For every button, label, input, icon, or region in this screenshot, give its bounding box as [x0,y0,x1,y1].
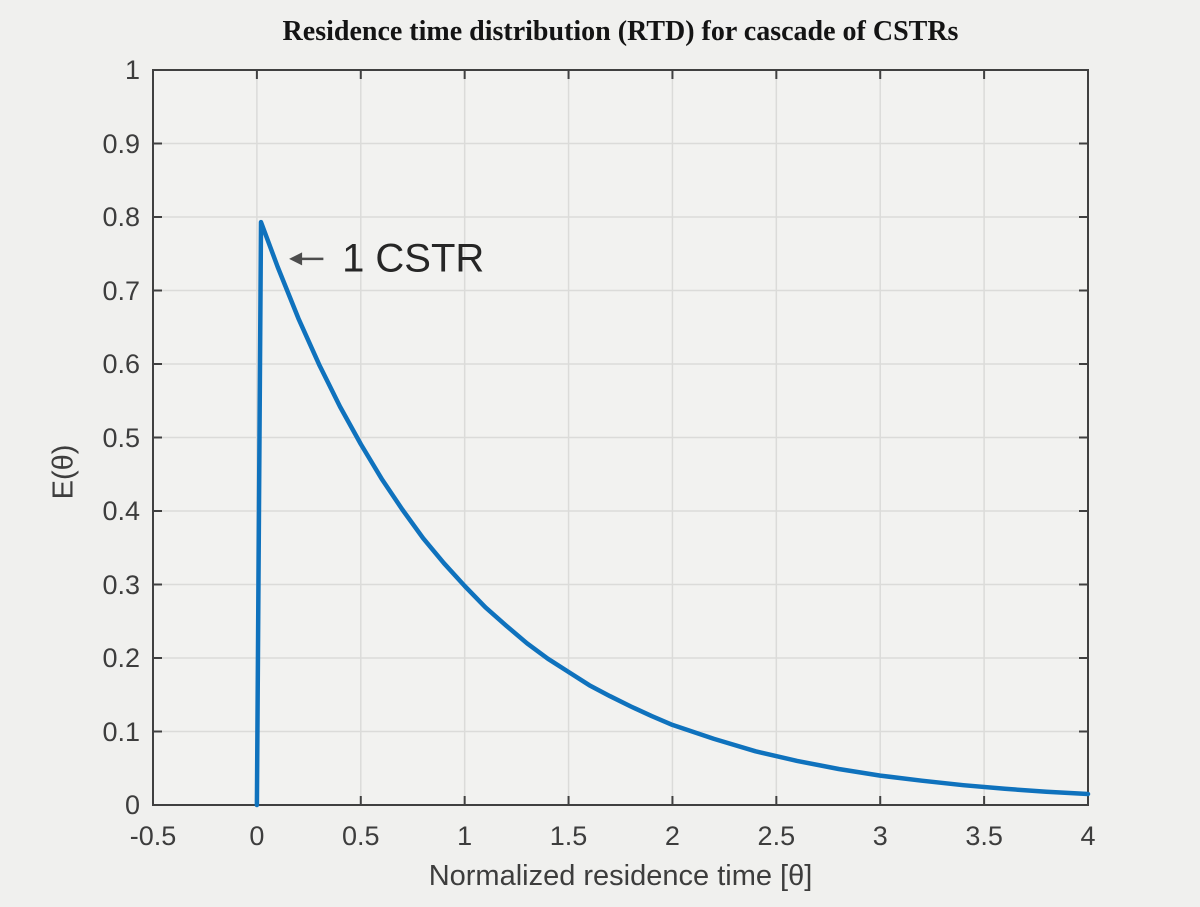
y-tick-label: 0 [124,790,140,820]
x-tick-label: 1.5 [549,821,588,851]
y-tick-label: 0.7 [102,275,140,306]
y-tick-label: 0.1 [102,716,140,747]
y-tick-label: 0.2 [102,643,140,673]
x-tick-label: -0.5 [129,821,177,851]
x-tick-label: 3 [872,821,888,851]
x-tick-label: 0.5 [341,821,380,851]
y-tick-label: 0.3 [102,569,140,600]
x-tick-label: 4 [1080,821,1096,851]
y-axis-label: E(θ) [47,444,80,500]
x-axis-label: Normalized residence time [θ] [428,860,813,892]
y-tick-label: 0.4 [102,496,140,526]
y-tick-label: 0.8 [102,202,140,232]
y-tick-label: 0.6 [102,349,140,379]
x-tick-label: 2 [664,821,680,851]
y-tick-label: 1 [124,55,140,85]
x-tick-label: 1 [457,821,473,851]
x-tick-label: 2.5 [757,821,796,851]
annotation-arrowhead [289,252,303,266]
x-tick-label: 0 [249,821,265,851]
annotation-1-cstr-label: 1 CSTR [342,236,485,281]
chart-title: Residence time distribution (RTD) for ca… [282,16,959,47]
x-tick-label: 3.5 [965,821,1003,851]
y-tick-label: 0.9 [102,128,140,159]
rtd-curve [254,219,1091,808]
y-tick-label: 0.5 [102,422,140,453]
